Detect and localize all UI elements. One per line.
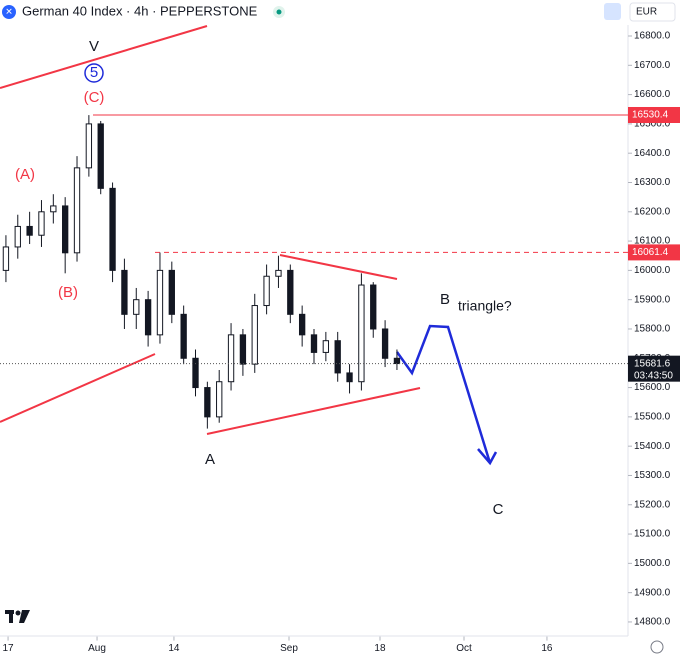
wave-label: B [440, 291, 450, 308]
y-tick-label: 15000.0 [634, 558, 671, 569]
candle-body [239, 334, 247, 365]
symbol-icon-glyph: ✕ [5, 6, 13, 16]
countdown-label: 03:43:50 [634, 370, 673, 381]
symbol-icon [2, 5, 16, 19]
candle-body [263, 275, 270, 307]
trend-lines [0, 25, 421, 435]
candle-body [251, 305, 258, 365]
candle-body [156, 269, 164, 336]
candle-body [370, 284, 377, 330]
candle-body [62, 205, 69, 254]
candle-body [322, 340, 330, 353]
wave-label: (C) [84, 89, 105, 106]
wave-label: A [205, 451, 215, 468]
currency-button[interactable] [629, 2, 676, 22]
y-tick-label: 16000.0 [634, 265, 671, 276]
candle-body [216, 381, 223, 418]
y-tick-label: 16100.0 [634, 236, 671, 247]
settings-button[interactable] [650, 640, 664, 654]
level-box [628, 244, 680, 261]
level-label: 16061.4 [632, 247, 669, 258]
wave-label: 5 [90, 64, 98, 81]
projection-arrow [477, 448, 498, 466]
tool-button[interactable] [604, 3, 621, 20]
candle-body [180, 313, 187, 359]
candle-body [85, 123, 93, 169]
y-tick-label: 15900.0 [634, 294, 671, 305]
x-tick-label: 18 [374, 643, 386, 654]
candle-body [334, 340, 341, 374]
logo [5, 610, 30, 623]
wave-label: (B) [58, 284, 78, 301]
y-tick-label: 16600.0 [634, 89, 671, 100]
last-price-label: 15681.6 [634, 358, 671, 369]
x-tick-label: Oct [456, 643, 472, 654]
chart-title: German 40 Index · 4h · PEPPERSTONE [22, 3, 258, 18]
candle-body [275, 269, 282, 277]
candle-body [50, 205, 57, 213]
candle-body [358, 284, 365, 383]
candle-body [133, 299, 140, 315]
candle-body [144, 299, 152, 336]
wave-label: V [89, 38, 99, 55]
candle-body [26, 225, 33, 236]
candle-body [381, 328, 389, 359]
wave-label: (A) [15, 166, 35, 183]
candle-body [287, 269, 294, 315]
x-tick-label: 14 [168, 643, 180, 654]
y-tick-label: 15300.0 [634, 470, 671, 481]
last-price-box [628, 355, 680, 382]
x-tick-label: Sep [280, 643, 298, 654]
status-dot [276, 9, 282, 15]
y-tick-label: 15500.0 [634, 412, 671, 423]
y-tick-label: 15800.0 [634, 324, 671, 335]
projection-path [395, 324, 492, 464]
level-box [628, 106, 680, 123]
x-tick-label: 17 [2, 643, 14, 654]
candle-body [298, 313, 306, 336]
x-tick-label: Aug [88, 643, 106, 654]
candle-body [14, 225, 21, 248]
wave-circle [84, 63, 104, 83]
candle-body [310, 334, 318, 353]
y-tick-label: 16200.0 [634, 206, 671, 217]
y-tick-label: 15200.0 [634, 499, 671, 510]
y-tick-label: 15400.0 [634, 441, 671, 452]
candle-body [109, 187, 116, 271]
candle-body [73, 167, 81, 254]
candle-body [121, 269, 128, 315]
candle-body [204, 387, 211, 418]
candle-body [2, 246, 10, 271]
currency: EUR [636, 7, 657, 18]
candle-body [346, 372, 353, 383]
candle-body [192, 357, 199, 389]
y-tick-label: 14800.0 [634, 617, 671, 628]
y-tick-label: 16400.0 [634, 148, 671, 159]
y-tick-label: 16800.0 [634, 31, 671, 42]
y-tick-label: 14900.0 [634, 587, 671, 598]
candle-body [393, 357, 401, 365]
candle-body [227, 334, 235, 383]
y-tick-label: 16500.0 [634, 119, 671, 130]
candle-body [38, 211, 45, 236]
annotation: triangle? [458, 298, 512, 314]
level-label: 16530.4 [632, 110, 669, 121]
y-tick-label: 15100.0 [634, 529, 671, 540]
wave-label: C [493, 501, 504, 518]
candle-body [97, 123, 104, 189]
y-tick-label: 15600.0 [634, 382, 671, 393]
y-tick-label: 16300.0 [634, 177, 671, 188]
candle-body [168, 269, 175, 315]
x-tick-label: 16 [541, 643, 553, 654]
y-tick-label: 16700.0 [634, 60, 671, 71]
